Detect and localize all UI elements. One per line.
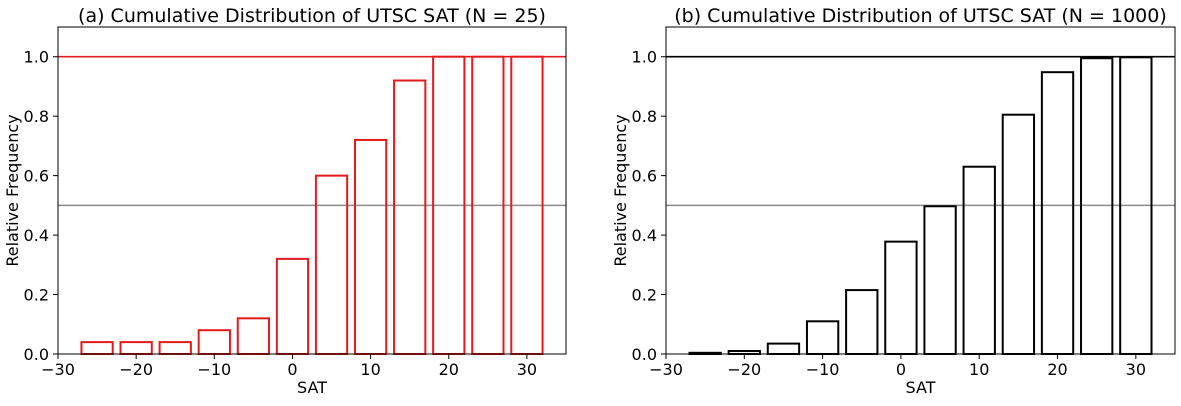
axes-frame — [665, 26, 1176, 355]
chart-title: (b) Cumulative Distribution of UTSC SAT … — [674, 5, 1167, 27]
y-tick-label: 1.0 — [632, 48, 657, 67]
axes-frame — [57, 26, 567, 355]
y-tick-label: 0.0 — [632, 345, 657, 364]
x-tick-label: 10 — [360, 360, 380, 379]
y-tick-label: 1.0 — [24, 48, 49, 67]
x-tick-label: 20 — [1047, 360, 1067, 379]
x-tick-label: 10 — [969, 360, 989, 379]
x-tick-label: 20 — [439, 360, 459, 379]
x-tick-label: −10 — [197, 360, 231, 379]
x-tick-label: 0 — [287, 360, 297, 379]
y-tick-label: 0.2 — [24, 286, 49, 305]
bar — [80, 341, 114, 356]
x-tick-label: −20 — [727, 360, 761, 379]
y-tick-label: 0.8 — [632, 107, 657, 126]
chart-title: (a) Cumulative Distribution of UTSC SAT … — [78, 5, 546, 27]
bar — [962, 165, 996, 355]
y-tick-label: 0.4 — [24, 226, 49, 245]
x-tick-label: −30 — [41, 360, 75, 379]
bar — [158, 341, 192, 356]
x-tick-label: −30 — [649, 360, 683, 379]
x-axis-label: SAT — [297, 378, 327, 397]
y-axis-label: Relative Frequency — [611, 114, 630, 266]
chart-panel-b: −30 −20 −10 0 10 20 30 0.0 0.2 0.4 0.6 0.8 1.0 (b) Cu… — [611, 5, 1176, 397]
x-tick-label: 30 — [1126, 360, 1146, 379]
y-tick-label: 0.6 — [24, 167, 49, 186]
bar — [805, 320, 840, 355]
x-axis-label: SAT — [906, 378, 936, 397]
bar — [119, 341, 153, 356]
x-tick-label: −10 — [806, 360, 840, 379]
bar — [314, 174, 349, 355]
bar — [923, 205, 957, 355]
bar — [236, 317, 271, 355]
y-tick-label: 0.0 — [24, 345, 49, 364]
x-tick-label: 30 — [517, 360, 537, 379]
bar — [1040, 71, 1075, 355]
y-tick-label: 0.4 — [632, 226, 657, 245]
chart-panel-a: −30 −20 −10 0 10 20 30 0.0 0.2 0.4 0.6 0.8 1.0 (a) Cu… — [3, 5, 567, 397]
bar — [393, 79, 427, 355]
bar — [353, 138, 388, 355]
bar — [197, 329, 231, 355]
bar — [1001, 113, 1036, 356]
bar — [275, 257, 310, 356]
bar — [884, 240, 918, 355]
bar — [845, 289, 879, 355]
y-tick-label: 0.8 — [24, 107, 49, 126]
x-tick-label: 0 — [896, 360, 906, 379]
y-tick-label: 0.2 — [632, 286, 657, 305]
x-tick-label: −20 — [119, 360, 153, 379]
y-axis-label: Relative Frequency — [3, 114, 22, 266]
y-tick-label: 0.6 — [632, 167, 657, 186]
bar — [766, 342, 801, 356]
